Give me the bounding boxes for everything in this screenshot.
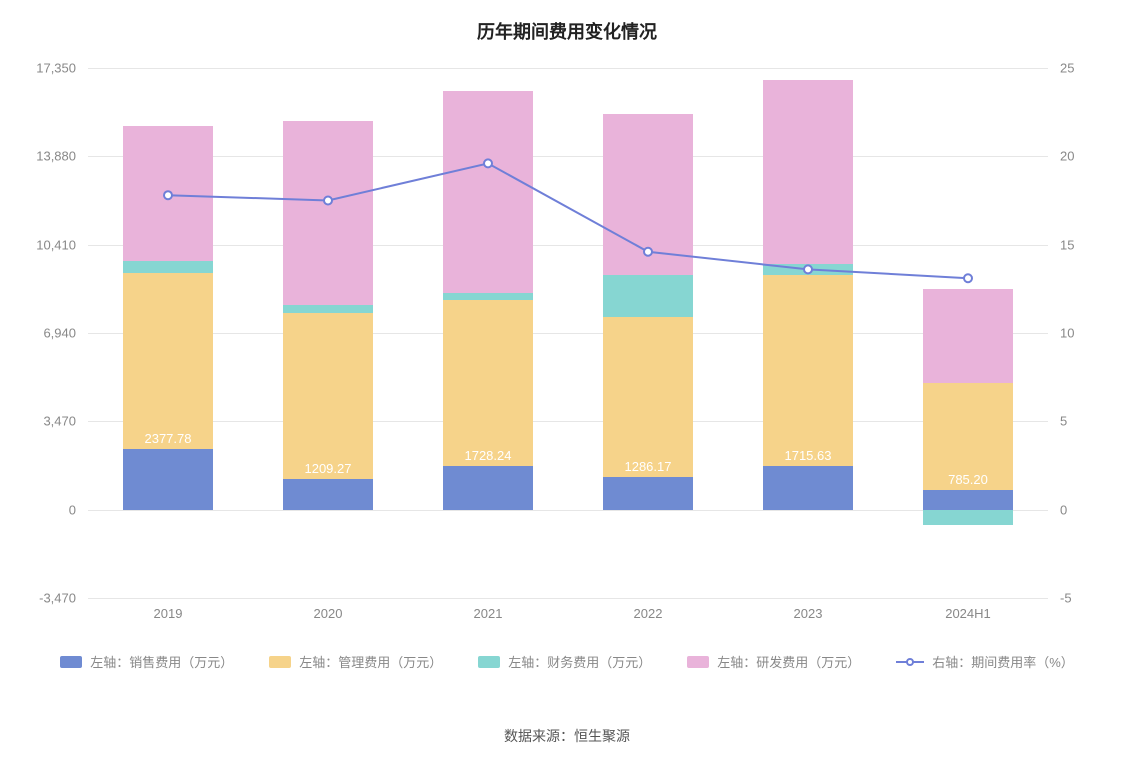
bar-segment-rnd	[283, 121, 373, 304]
y-right-tick-label: 5	[1060, 414, 1067, 429]
bar-segment-mgmt	[443, 300, 533, 465]
x-tick-label: 2022	[634, 606, 663, 621]
bar-segment-finance	[923, 510, 1013, 525]
bar-segment-rnd	[443, 91, 533, 292]
data-source-label: 数据来源：恒生聚源	[0, 726, 1134, 746]
legend-label: 左轴：财务费用（万元）	[508, 652, 651, 671]
y-right-tick-label: 10	[1060, 326, 1074, 341]
bar-segment-finance	[443, 293, 533, 301]
x-tick-label: 2020	[314, 606, 343, 621]
y-left-tick-label: 10,410	[36, 237, 76, 252]
legend-item-sales[interactable]: 左轴：销售费用（万元）	[60, 652, 233, 671]
gridline	[88, 156, 1048, 157]
legend-item-finance[interactable]: 左轴：财务费用（万元）	[478, 652, 651, 671]
legend-label: 左轴：销售费用（万元）	[90, 652, 233, 671]
legend-line-icon	[896, 656, 924, 668]
bar-segment-rnd	[603, 114, 693, 274]
bar-segment-mgmt	[923, 383, 1013, 490]
bar-segment-sales	[443, 466, 533, 510]
y-right-tick-label: 25	[1060, 61, 1074, 76]
legend-swatch-icon	[269, 656, 291, 668]
y-left-tick-label: -3,470	[39, 591, 76, 606]
legend: 左轴：销售费用（万元） 左轴：管理费用（万元） 左轴：财务费用（万元） 左轴：研发费用…	[0, 652, 1134, 671]
legend-label: 右轴：期间费用率（%）	[932, 652, 1074, 671]
y-left-tick-label: 6,940	[43, 326, 76, 341]
legend-swatch-icon	[478, 656, 500, 668]
bar-segment-finance	[603, 275, 693, 317]
x-tick-label: 2019	[154, 606, 183, 621]
y-right-tick-label: 15	[1060, 237, 1074, 252]
gridline	[88, 245, 1048, 246]
legend-item-mgmt[interactable]: 左轴：管理费用（万元）	[269, 652, 442, 671]
bar-segment-mgmt	[283, 313, 373, 478]
bar-segment-finance	[123, 261, 213, 274]
y-right-tick-label: -5	[1060, 591, 1072, 606]
plot-inner: -3,47003,4706,94010,41013,88017,350-5051…	[88, 68, 1048, 598]
bar-segment-sales	[763, 466, 853, 510]
y-right-tick-label: 20	[1060, 149, 1074, 164]
x-tick-label: 2024H1	[945, 606, 991, 621]
bar-segment-sales	[123, 449, 213, 510]
bar-segment-sales	[283, 479, 373, 510]
legend-label: 左轴：研发费用（万元）	[717, 652, 860, 671]
gridline	[88, 421, 1048, 422]
bar-segment-sales	[603, 477, 693, 510]
bar-segment-rnd	[123, 126, 213, 261]
bar-segment-mgmt	[763, 275, 853, 466]
gridline	[88, 510, 1048, 511]
chart-container: 历年期间费用变化情况 -3,47003,4706,94010,41013,880…	[0, 0, 1134, 766]
bar-segment-rnd	[763, 80, 853, 263]
x-tick-label: 2021	[474, 606, 503, 621]
gridline	[88, 333, 1048, 334]
bar-segment-rnd	[923, 289, 1013, 383]
bar-segment-mgmt	[123, 273, 213, 449]
y-left-tick-label: 13,880	[36, 149, 76, 164]
plot-area: -3,47003,4706,94010,41013,88017,350-5051…	[88, 68, 1048, 598]
y-left-tick-label: 3,470	[43, 414, 76, 429]
legend-swatch-icon	[60, 656, 82, 668]
bar-segment-finance	[763, 264, 853, 275]
gridline	[88, 68, 1048, 69]
bar-segment-finance	[283, 305, 373, 314]
bar-segment-mgmt	[603, 317, 693, 477]
legend-label: 左轴：管理费用（万元）	[299, 652, 442, 671]
legend-item-rnd[interactable]: 左轴：研发费用（万元）	[687, 652, 860, 671]
y-left-tick-label: 17,350	[36, 61, 76, 76]
bar-segment-sales	[923, 490, 1013, 510]
y-left-tick-label: 0	[69, 502, 76, 517]
chart-title: 历年期间费用变化情况	[0, 18, 1134, 44]
legend-swatch-icon	[687, 656, 709, 668]
y-right-tick-label: 0	[1060, 502, 1067, 517]
gridline	[88, 598, 1048, 599]
legend-item-rate[interactable]: 右轴：期间费用率（%）	[896, 652, 1074, 671]
x-tick-label: 2023	[794, 606, 823, 621]
